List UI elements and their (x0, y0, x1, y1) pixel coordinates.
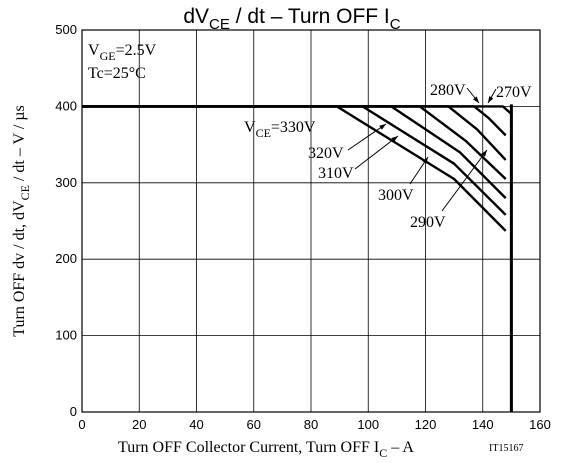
chart-title: dVCE / dt – Turn OFF IC (183, 5, 400, 33)
label-270v: 270V (496, 84, 532, 101)
x-tick-label: 0 (78, 417, 85, 432)
series-line (82, 105, 507, 180)
x-tick-label: 40 (189, 417, 203, 432)
leader-line (347, 123, 387, 151)
plot-frame (81, 29, 541, 413)
leader-arrowhead (488, 96, 494, 103)
y-tick-label: 0 (70, 404, 77, 419)
y-tick-label: 100 (55, 328, 77, 343)
x-tick-label: 100 (357, 417, 379, 432)
curve-labels: VCE=330V 320V 310V 300V 290V 280V 270V (244, 82, 532, 231)
figure-code: IT15167 (489, 443, 523, 454)
x-tick-label: 20 (132, 417, 146, 432)
x-tick-label: 120 (415, 417, 437, 432)
label-300v: 300V (378, 187, 414, 204)
conditions: VGE=2.5V Tc=25°C (88, 42, 157, 82)
leader-arrowhead (473, 96, 479, 103)
x-axis-label: Turn OFF Collector Current, Turn OFF IC … (118, 439, 414, 460)
tc-condition: Tc=25°C (88, 65, 146, 82)
label-leaders (347, 87, 497, 212)
label-330v: VCE=330V (244, 119, 316, 140)
label-320v: 320V (308, 145, 344, 162)
x-tick-labels: 0 20 40 60 80 100 120 140 160 (78, 417, 550, 432)
y-axis-label: Turn OFF dv / dt, dVCE / dt – V / µs (11, 105, 32, 336)
y-tick-label: 400 (55, 98, 77, 113)
grid-lines (81, 29, 541, 413)
y-tick-labels: 0 100 200 300 400 500 (55, 22, 77, 419)
x-tick-label: 140 (472, 417, 494, 432)
y-tick-label: 300 (55, 175, 77, 190)
leader-line (354, 135, 399, 170)
leader-line (441, 149, 488, 212)
leader-arrowhead (481, 150, 487, 157)
leader-arrowhead (422, 157, 428, 164)
label-280v: 280V (430, 82, 466, 99)
y-tick-label: 200 (55, 251, 77, 266)
label-310v: 310V (318, 165, 354, 182)
label-290v: 290V (410, 214, 446, 231)
leader-arrowhead (379, 124, 386, 130)
y-tick-label: 500 (55, 22, 77, 37)
x-tick-label: 80 (304, 417, 318, 432)
leader-arrowhead (391, 136, 398, 142)
curves (82, 104, 513, 412)
x-tick-label: 160 (529, 417, 551, 432)
x-tick-label: 60 (247, 417, 261, 432)
vge-condition: VGE=2.5V (88, 42, 157, 63)
